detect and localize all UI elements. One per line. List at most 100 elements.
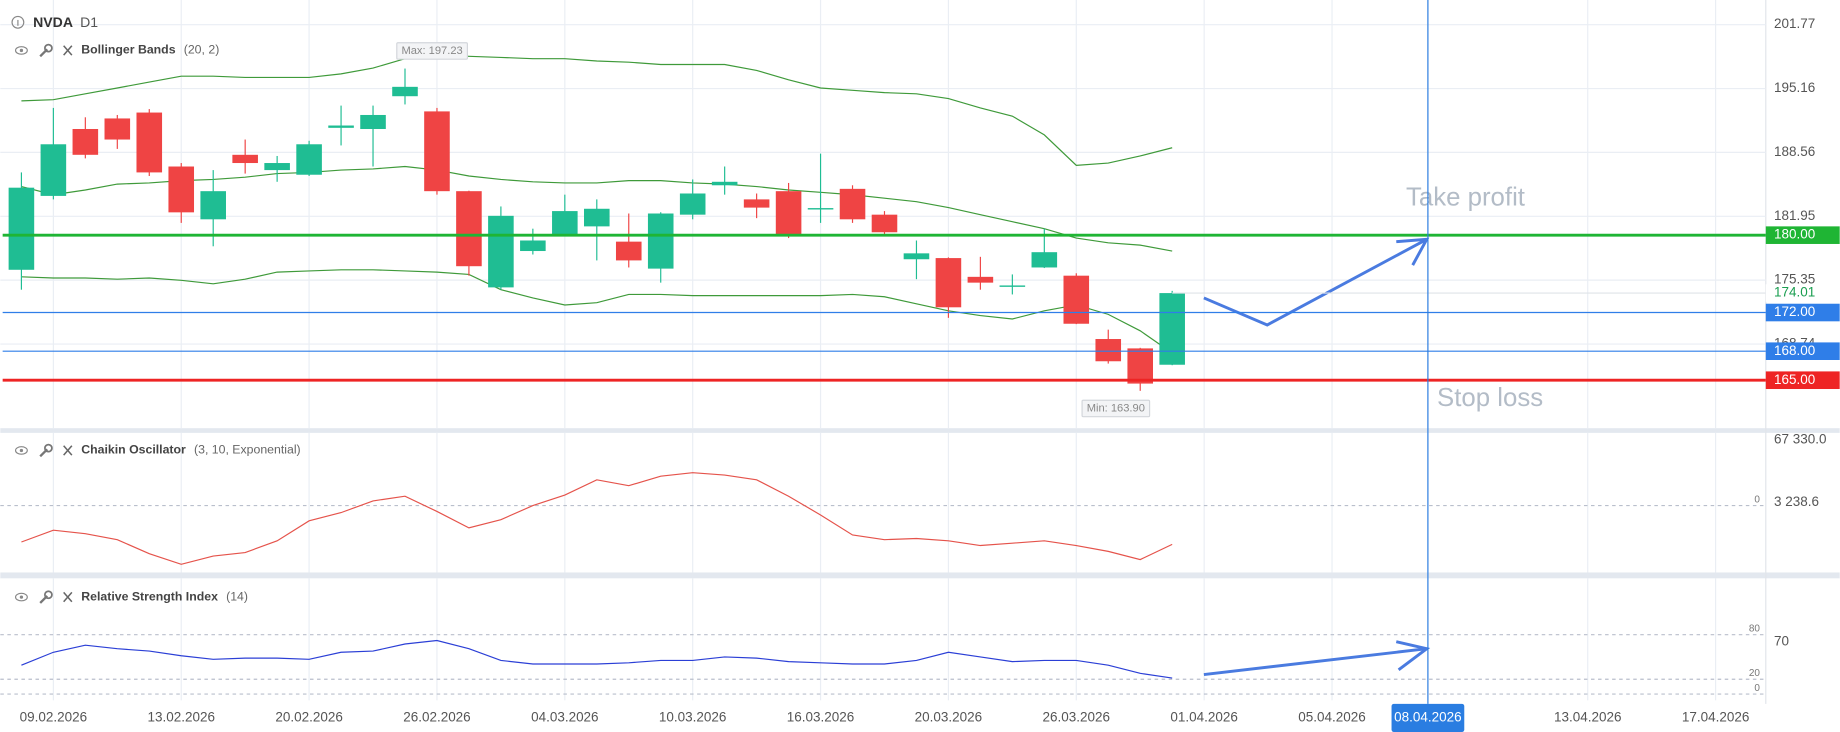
pane-separator: [0, 572, 1840, 579]
crosshair-label: 08.04.2026: [1394, 709, 1462, 724]
eye-icon[interactable]: [14, 446, 28, 455]
pane-legend: Bollinger Bands (20, 2): [14, 43, 220, 58]
symbol-header: NVDA D1: [11, 14, 98, 30]
y-tick-label: 67 330.0: [1774, 431, 1827, 446]
candle-body: [72, 128, 99, 155]
settings-icon[interactable]: [39, 43, 53, 58]
timeframe[interactable]: D1: [80, 14, 98, 30]
settings-icon[interactable]: [39, 443, 53, 458]
extreme-label: Max: 197.23: [401, 45, 462, 57]
indicator-name: Chaikin Oscillator: [81, 443, 186, 457]
candle-body: [232, 154, 258, 164]
wrench-head: [44, 443, 53, 453]
x-tick-label: 04.03.2026: [531, 709, 599, 724]
indicator-name: Relative Strength Index: [81, 589, 218, 603]
candle-body: [392, 86, 418, 97]
indicator-line: [21, 472, 1173, 565]
candle-body: [711, 181, 738, 186]
info-icon[interactable]: [11, 15, 25, 29]
candle-body: [8, 187, 35, 270]
indicator-name: Bollinger Bands: [81, 43, 175, 57]
level-label: 80: [1749, 623, 1761, 634]
remove-stroke: [63, 591, 73, 603]
y-tick-label: 188.56: [1774, 144, 1815, 159]
candle-body: [168, 166, 195, 213]
candle-body: [1031, 252, 1058, 268]
remove-icon[interactable]: [63, 591, 73, 603]
indicator-params: (3, 10, Exponential): [194, 443, 301, 457]
candle-body: [1095, 339, 1122, 362]
candle-body: [200, 191, 226, 220]
y-tick-label: 181.95: [1774, 208, 1815, 223]
x-tick-label: 05.04.2026: [1298, 709, 1366, 724]
crosshair-label-box: [1391, 703, 1465, 732]
candle-body: [520, 240, 546, 252]
arrow-head: [1395, 640, 1431, 671]
extreme-label: Min: 163.90: [1087, 402, 1145, 414]
y-tick-label: 175.35: [1774, 272, 1815, 287]
candle-body: [1159, 293, 1185, 365]
candle-body: [743, 199, 770, 208]
candle-body: [40, 144, 67, 196]
arrow-head: [1396, 237, 1430, 266]
y-tick-label: 3 238.6: [1774, 494, 1819, 509]
price-note: Stop loss: [1437, 384, 1543, 412]
price-label: 180.00: [1774, 227, 1815, 242]
y-tick-label: 70: [1774, 634, 1789, 649]
x-tick-label: 13.02.2026: [147, 709, 215, 724]
candle-body: [647, 213, 674, 269]
x-tick-label: 26.02.2026: [403, 709, 471, 724]
candle-body: [456, 191, 482, 267]
x-tick-label: 01.04.2026: [1170, 709, 1238, 724]
x-tick-label: 13.04.2026: [1554, 709, 1622, 724]
symbol: NVDA: [33, 14, 73, 30]
bollinger-lower: [21, 269, 1173, 354]
y-tick-label: 195.16: [1774, 80, 1815, 95]
settings-icon[interactable]: [39, 590, 53, 604]
candle-body: [264, 163, 290, 171]
plot: [8, 54, 1185, 679]
wrench-head: [44, 43, 53, 53]
indicator-line: [21, 639, 1173, 679]
price-label-box: [1765, 303, 1840, 322]
eye-shape: [14, 446, 28, 455]
x-tick-label: 16.03.2026: [787, 709, 855, 724]
eye-icon[interactable]: [14, 46, 28, 55]
price-label: 168.00: [1774, 343, 1815, 358]
price-label-box: [1765, 342, 1840, 361]
pane-legend: Relative Strength Index (14): [14, 589, 248, 604]
indicator-params: (20, 2): [184, 43, 220, 57]
candle-body: [296, 144, 322, 175]
remove-stroke: [63, 45, 73, 56]
candle-body: [584, 208, 610, 227]
price-label-box: [1765, 371, 1840, 390]
remove-icon[interactable]: [63, 445, 73, 456]
candle-body: [424, 111, 450, 192]
eye-icon[interactable]: [14, 592, 28, 602]
x-tick-label: 26.03.2026: [1043, 709, 1111, 724]
x-tick-label: 20.02.2026: [275, 709, 343, 724]
candle-body: [328, 125, 354, 128]
candle-body: [136, 112, 163, 173]
remove-icon[interactable]: [63, 45, 73, 56]
eye-shape: [14, 46, 28, 55]
price-label-box: [1765, 226, 1840, 244]
candle-body: [999, 285, 1026, 287]
pane-separator: [0, 428, 1840, 433]
candle-body: [488, 215, 514, 288]
price-label-box: [1765, 284, 1840, 302]
x-tick-label: 09.02.2026: [20, 709, 88, 724]
wrench-head: [44, 590, 53, 600]
x-tick-label: 17.04.2026: [1682, 709, 1750, 724]
candle-body: [552, 211, 578, 236]
rsi-arrow: [1203, 647, 1427, 676]
price-label: 174.01: [1774, 285, 1815, 300]
eye-pupil: [19, 48, 24, 53]
candle-body: [360, 114, 386, 129]
candle-body: [871, 214, 898, 233]
